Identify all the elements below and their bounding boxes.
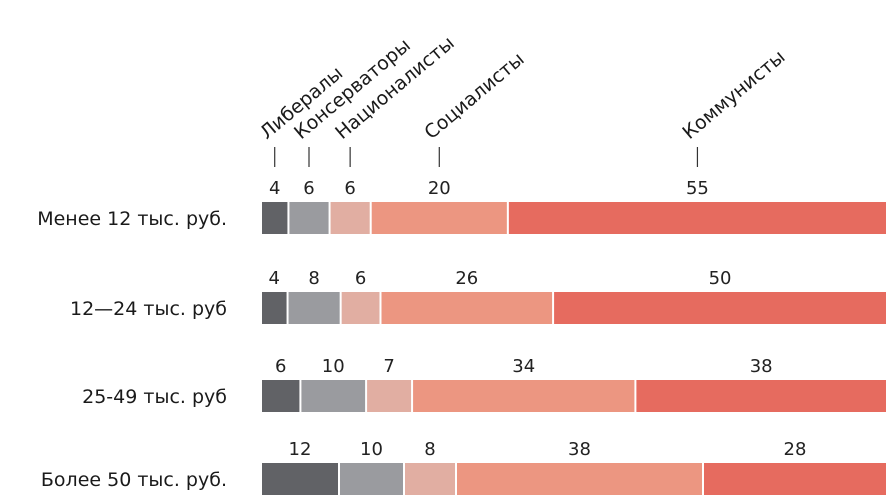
data-label: 7 xyxy=(383,356,394,377)
data-label: 50 xyxy=(709,268,732,289)
data-label: 26 xyxy=(455,268,478,289)
data-label: 8 xyxy=(308,268,319,289)
data-label: 38 xyxy=(750,356,773,377)
bar-segment xyxy=(262,463,338,495)
bar-segment xyxy=(371,202,507,234)
bar-segment xyxy=(301,380,366,412)
chart-row: 25-49 тыс. руб 6 10 7 34 38 xyxy=(82,356,886,412)
bar-segment xyxy=(636,380,886,412)
chart-row: 12—24 тыс. руб 4 8 6 26 50 xyxy=(70,268,886,324)
bar-segment xyxy=(262,292,287,324)
bar-segment xyxy=(289,202,329,234)
legend-label: Коммунисты xyxy=(679,46,790,144)
data-label: 6 xyxy=(355,268,366,289)
data-label: 6 xyxy=(275,356,286,377)
data-label: 20 xyxy=(428,178,451,199)
category-label: Менее 12 тыс. руб. xyxy=(37,208,227,230)
data-label: 12 xyxy=(289,439,312,460)
bar-segment xyxy=(405,463,455,495)
data-label: 4 xyxy=(269,178,280,199)
data-label: 6 xyxy=(344,178,355,199)
category-label: 25-49 тыс. руб xyxy=(82,386,227,408)
bar-segment xyxy=(341,292,380,324)
bar-segment xyxy=(413,380,635,412)
bar-segment xyxy=(330,202,370,234)
category-label: Более 50 тыс. руб. xyxy=(41,469,227,491)
bar-segment xyxy=(508,202,886,234)
data-label: 6 xyxy=(303,178,314,199)
chart-row: Менее 12 тыс. руб. 4 6 6 20 55 xyxy=(37,178,886,234)
chart-row: Более 50 тыс. руб. 12 10 8 38 28 xyxy=(41,439,886,495)
bar-segment xyxy=(554,292,886,324)
bar-segment xyxy=(381,292,553,324)
data-label: 8 xyxy=(424,439,435,460)
data-label: 10 xyxy=(322,356,345,377)
data-label: 10 xyxy=(360,439,383,460)
chart-rows: Менее 12 тыс. руб. 4 6 6 20 55 12—24 тыс. руб 4… xyxy=(37,178,886,495)
data-label: 55 xyxy=(686,178,709,199)
legend: ЛибералыКонсерваторыНационалистыСоциалис… xyxy=(256,32,790,167)
bar-segment xyxy=(262,380,300,412)
bar-segment xyxy=(367,380,412,412)
category-label: 12—24 тыс. руб xyxy=(70,298,227,320)
data-label: 4 xyxy=(269,268,280,289)
data-label: 28 xyxy=(784,439,807,460)
bar-segment xyxy=(704,463,886,495)
bar-segment xyxy=(457,463,702,495)
data-label: 34 xyxy=(512,356,535,377)
bar-segment xyxy=(340,463,403,495)
bar-segment xyxy=(262,202,288,234)
data-label: 38 xyxy=(568,439,591,460)
bar-segment xyxy=(288,292,340,324)
